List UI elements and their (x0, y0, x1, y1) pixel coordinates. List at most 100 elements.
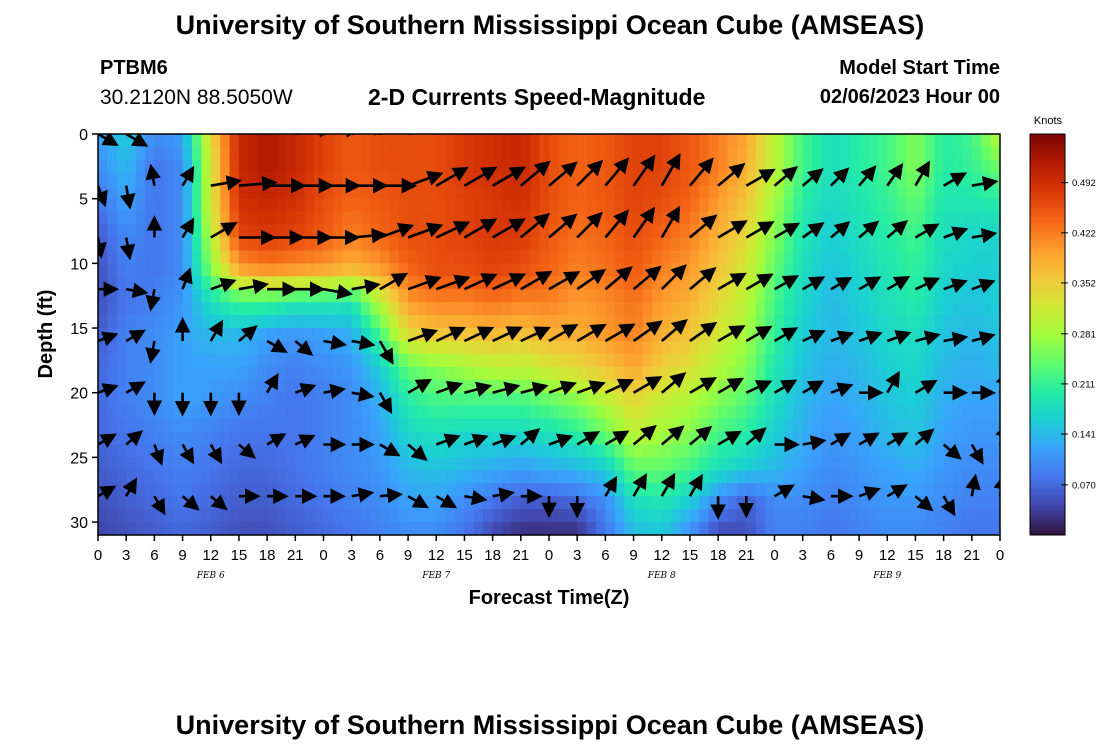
heatmap-cell (953, 470, 964, 484)
heatmap-cell (342, 146, 353, 161)
heatmap-cell (389, 198, 400, 213)
heatmap-cell (605, 134, 616, 148)
current-arrow (435, 493, 458, 509)
heatmap-cell (201, 444, 212, 458)
heatmap-cell (436, 211, 447, 226)
heatmap-cell (98, 457, 108, 471)
heatmap-cell (765, 379, 776, 394)
heatmap-cell (426, 379, 437, 394)
heatmap-cell (332, 302, 343, 316)
heatmap-cell (379, 509, 390, 523)
heatmap-cell (990, 328, 1000, 342)
heatmap-cell (877, 483, 888, 497)
heatmap-cell (868, 509, 879, 523)
heatmap-cell (840, 405, 851, 420)
heatmap-cell (765, 159, 776, 174)
heatmap-cell (558, 315, 569, 329)
heatmap-cell (943, 211, 954, 226)
heatmap-cell (370, 366, 381, 381)
heatmap-cell (229, 185, 240, 200)
current-arrow (576, 323, 607, 343)
heatmap-cell (304, 315, 315, 329)
heatmap-cell (774, 353, 785, 368)
current-arrow (549, 134, 551, 135)
heatmap-cell (549, 392, 559, 407)
heatmap-cell (464, 328, 475, 342)
heatmap-cell (624, 172, 635, 187)
heatmap-cell (549, 379, 559, 394)
heatmap-cell (163, 250, 174, 264)
heatmap-cell (953, 211, 964, 226)
heatmap-cell (661, 237, 672, 252)
heatmap-cell (314, 172, 325, 187)
heatmap-cell (887, 328, 898, 342)
current-arrow (548, 271, 581, 291)
heatmap-cell (661, 198, 672, 213)
heatmap-cell (849, 172, 860, 187)
heatmap-cell (783, 146, 794, 161)
heatmap-cell (943, 263, 954, 277)
heatmap-cell (736, 198, 747, 213)
heatmap-cell (342, 198, 353, 213)
heatmap-cell (511, 134, 522, 148)
heatmap-cell (642, 146, 653, 161)
heatmap-cell (332, 470, 343, 484)
heatmap-cell (361, 134, 372, 148)
heatmap-cell (426, 444, 437, 458)
heatmap-cell (107, 289, 118, 303)
heatmap-cell (821, 509, 832, 523)
heatmap-cell (887, 263, 898, 277)
heatmap-cell (586, 470, 597, 484)
heatmap-cell (990, 146, 1000, 161)
heatmap-cell (990, 302, 1000, 316)
heatmap-cell (370, 172, 381, 187)
heatmap-cell (558, 146, 569, 161)
heatmap-cell (652, 366, 663, 381)
heatmap-cell (567, 134, 578, 148)
heatmap-cell (567, 185, 578, 200)
heatmap-cell (934, 496, 945, 510)
current-arrow (294, 434, 316, 449)
heatmap-cell (849, 353, 860, 368)
heatmap-cell (586, 250, 597, 264)
heatmap-cell (483, 483, 494, 497)
heatmap-cell (182, 198, 193, 213)
heatmap-cell (812, 237, 823, 252)
heatmap-cell (520, 185, 531, 200)
current-arrow (181, 494, 200, 511)
heatmap-cell (455, 146, 466, 161)
heatmap-cell (953, 431, 964, 446)
heatmap-cell (304, 159, 315, 174)
heatmap-cell (539, 366, 550, 381)
heatmap-cell (746, 418, 757, 433)
current-arrow (632, 206, 656, 239)
heatmap-cell (332, 224, 343, 239)
heatmap-cell (680, 237, 691, 252)
heatmap-cell (276, 134, 287, 148)
heatmap-cell (332, 496, 343, 510)
heatmap-cell (530, 418, 541, 433)
heatmap-cell (361, 302, 372, 316)
heatmap-cell (736, 289, 747, 303)
heatmap-cell (154, 379, 165, 394)
heatmap-cell (455, 366, 466, 381)
heatmap-cell (718, 340, 729, 355)
heatmap-cell (191, 146, 202, 161)
heatmap-cell (549, 405, 559, 420)
heatmap-cell (783, 496, 794, 510)
heatmap-cell (577, 418, 588, 433)
heatmap-cell (802, 431, 813, 446)
heatmap-cell (671, 392, 682, 407)
colorbar: Knots 0.4920.4220.3520.2810.2110.1410.07… (1029, 115, 1096, 536)
current-arrow (660, 472, 676, 497)
current-vectors (98, 134, 1000, 520)
heatmap-cell (586, 418, 597, 433)
heatmap-cell (417, 392, 428, 407)
heatmap-cell (586, 509, 597, 523)
heatmap-cell (163, 146, 174, 161)
heatmap-cell (304, 405, 315, 420)
current-arrow (294, 383, 317, 398)
current-arrow (914, 277, 941, 292)
current-arrow (604, 430, 630, 446)
heatmap-cell (924, 444, 935, 458)
